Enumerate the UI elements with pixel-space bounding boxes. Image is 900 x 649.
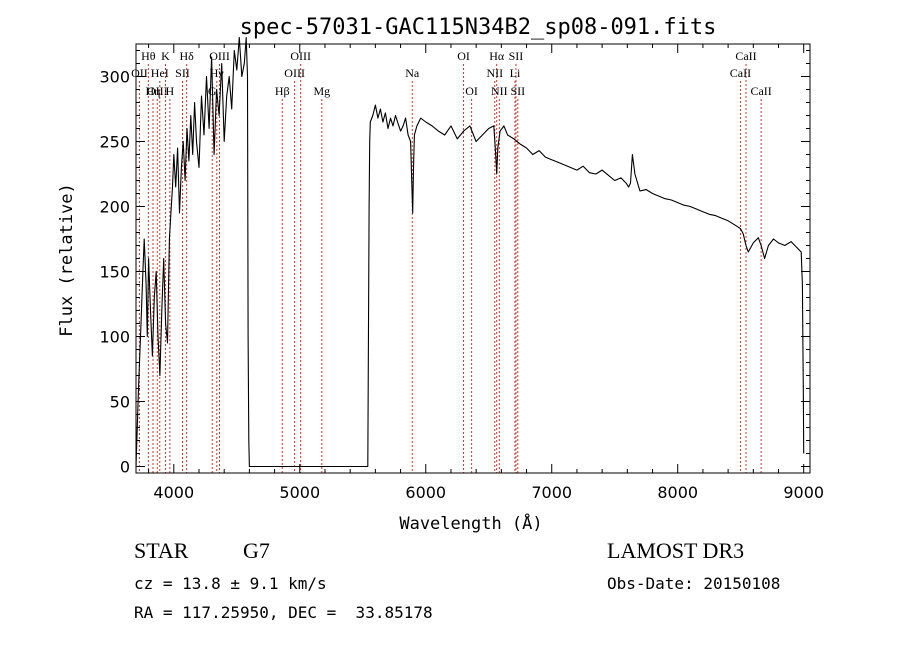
line-marker-label-3: K <box>161 49 170 63</box>
line-marker-label-5: Hη <box>146 84 161 98</box>
object-class: STAR <box>134 538 189 563</box>
series-group <box>135 36 805 468</box>
line-marker-label-24: SII <box>511 84 526 98</box>
line-marker-label-7: H <box>166 84 175 98</box>
x-axis-label: Wavelength (Å) <box>399 512 542 534</box>
line-marker-label-27: CaII <box>750 84 771 98</box>
line-marker-label-21: NII <box>486 66 503 80</box>
survey-name: LAMOST DR3 <box>607 538 745 563</box>
y-tick-label-3: 150 <box>99 263 130 282</box>
line-marker-label-23: NII <box>491 84 508 98</box>
coordinates-text: RA = 117.25950, DEC = 33.85178 <box>134 603 433 622</box>
line-marker-label-26: CaII <box>730 66 751 80</box>
line-marker-label-13: OIII <box>284 66 305 80</box>
line-marker-label-16: Na <box>405 66 420 80</box>
chart-title: spec-57031-GAC115N34B2_sp08-091.fits <box>240 15 717 40</box>
x-tick-label-1: 5000 <box>279 483 320 502</box>
x-tick-label-2: 6000 <box>405 483 446 502</box>
line-marker-label-8: Hδ <box>179 49 194 63</box>
line-marker-label-6: SII <box>175 66 190 80</box>
line-marker-label-15: Mg <box>313 84 330 98</box>
line-marker-label-0: Hθ <box>141 49 156 63</box>
plot-frame <box>135 43 811 474</box>
y-tick-label-1: 50 <box>110 393 130 412</box>
line-marker-label-4: HeI <box>151 66 169 80</box>
line-marker-label-22: Li <box>510 66 521 80</box>
line-marker-label-9: OIII <box>209 49 230 63</box>
y-tick-label-0: 0 <box>120 458 130 477</box>
x-tick-label-0: 4000 <box>153 483 194 502</box>
object-subclass: G7 <box>243 538 270 563</box>
line-marker-label-25: CaII <box>735 49 756 63</box>
line-marker-label-19: Hα <box>489 49 505 63</box>
redshift-text: cz = 13.8 ± 9.1 km/s <box>134 574 327 593</box>
y-axis-label: Flux (relative) <box>57 183 77 337</box>
line-marker-label-12: OIII <box>290 49 311 63</box>
line-marker-label-14: Hβ <box>275 84 290 98</box>
y-tick-label-5: 250 <box>99 133 130 152</box>
series-flux-line <box>135 36 805 468</box>
line-marker-label-1: OII <box>131 66 148 80</box>
line-marker-label-18: OI <box>465 84 478 98</box>
line-marker-label-20: SII <box>509 49 524 63</box>
y-tick-label-2: 100 <box>99 328 130 347</box>
axes-ticks: 4000 5000 6000 7000 8000 9000 0 50 100 150 200 250 3… <box>99 44 824 502</box>
x-tick-label-3: 7000 <box>531 483 572 502</box>
y-tick-label-4: 200 <box>99 198 130 217</box>
x-tick-label-5: 9000 <box>783 483 824 502</box>
line-marker-label-17: OI <box>457 49 470 63</box>
obs-date-text: Obs-Date: 20150108 <box>607 574 781 593</box>
x-tick-label-4: 8000 <box>657 483 698 502</box>
y-tick-label-6: 300 <box>99 68 130 87</box>
line-marker-label-2: OIII <box>147 84 168 98</box>
